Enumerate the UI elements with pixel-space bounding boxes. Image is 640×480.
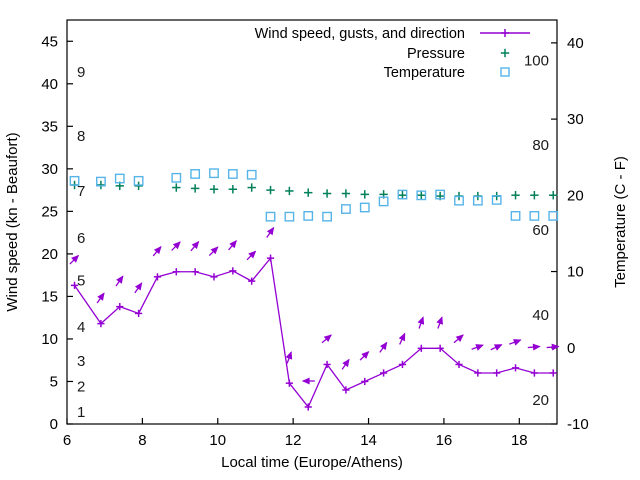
- legend-label-2: Pressure: [407, 46, 465, 62]
- x-axis-title: Local time (Europe/Athens): [221, 454, 403, 471]
- plot-frame: [66, 19, 558, 425]
- y-axis-title-right: Temperature (C - F): [612, 156, 629, 288]
- y-axis-title-left: Wind speed (kn - Beaufort): [4, 132, 21, 311]
- y-tick-label-left: 0: [50, 416, 58, 433]
- y-tick-label-right: 20: [567, 187, 584, 204]
- beaufort-scale-labels: 1 2 3 4 5 6 7 8 9: [77, 64, 85, 421]
- legend: Wind speed, gusts, and direction Pressure…: [255, 26, 530, 81]
- y-tick-label-right: 40: [567, 35, 584, 52]
- y-axis-left: 0 5 10 15 20 25 30 35 40 45: [41, 33, 73, 433]
- x-axis: 6 8 10 12 14 16 18: [63, 418, 528, 449]
- y-tick-label-left: 5: [50, 373, 58, 390]
- y-tick-label-left: 45: [41, 33, 58, 50]
- wind-direction-arrows: [69, 226, 560, 385]
- fahrenheit-label: 80: [532, 137, 549, 154]
- fahrenheit-label: 40: [532, 307, 549, 324]
- y-tick-label-left: 10: [41, 331, 58, 348]
- beaufort-label: 5: [77, 272, 85, 289]
- x-tick-label: 8: [138, 432, 146, 449]
- beaufort-label: 3: [77, 353, 85, 370]
- series-line: [74, 256, 554, 409]
- fahrenheit-label: 20: [532, 392, 549, 409]
- y-tick-label-right: -10: [567, 416, 589, 433]
- x-tick-label: 6: [63, 432, 71, 449]
- y-tick-label-right: 10: [567, 264, 584, 281]
- y-axis-right: -10 0 10 20 30 40: [551, 35, 589, 433]
- y-tick-label-left: 25: [41, 203, 58, 220]
- beaufort-label: 7: [77, 183, 85, 200]
- legend-label-1: Wind speed, gusts, and direction: [255, 26, 465, 42]
- series-1: [69, 226, 560, 411]
- series-3: [69, 168, 559, 222]
- y-tick-label-right: 0: [567, 340, 575, 357]
- y-tick-label-left: 30: [41, 161, 58, 178]
- x-tick-label: 18: [511, 432, 528, 449]
- beaufort-label: 8: [77, 128, 85, 145]
- beaufort-label: 4: [77, 319, 85, 336]
- legend-label-3: Temperature: [384, 65, 465, 81]
- x-tick-label: 10: [209, 432, 226, 449]
- x-tick-label: 12: [285, 432, 302, 449]
- y-tick-label-left: 20: [41, 246, 58, 263]
- y-tick-label-left: 15: [41, 288, 58, 305]
- beaufort-label: 6: [77, 230, 85, 247]
- fahrenheit-label: 60: [532, 222, 549, 239]
- beaufort-label: 2: [77, 379, 85, 396]
- y-tick-label-right: 30: [567, 111, 584, 128]
- x-tick-label: 16: [436, 432, 453, 449]
- fahrenheit-label: 100: [524, 53, 549, 70]
- y-tick-label-left: 35: [41, 118, 58, 135]
- x-tick-label: 14: [360, 432, 377, 449]
- beaufort-label: 1: [77, 404, 85, 421]
- fahrenheit-scale-labels: 20 40 60 80 100: [524, 53, 549, 409]
- beaufort-label: 9: [77, 64, 85, 81]
- y-tick-label-left: 40: [41, 76, 58, 93]
